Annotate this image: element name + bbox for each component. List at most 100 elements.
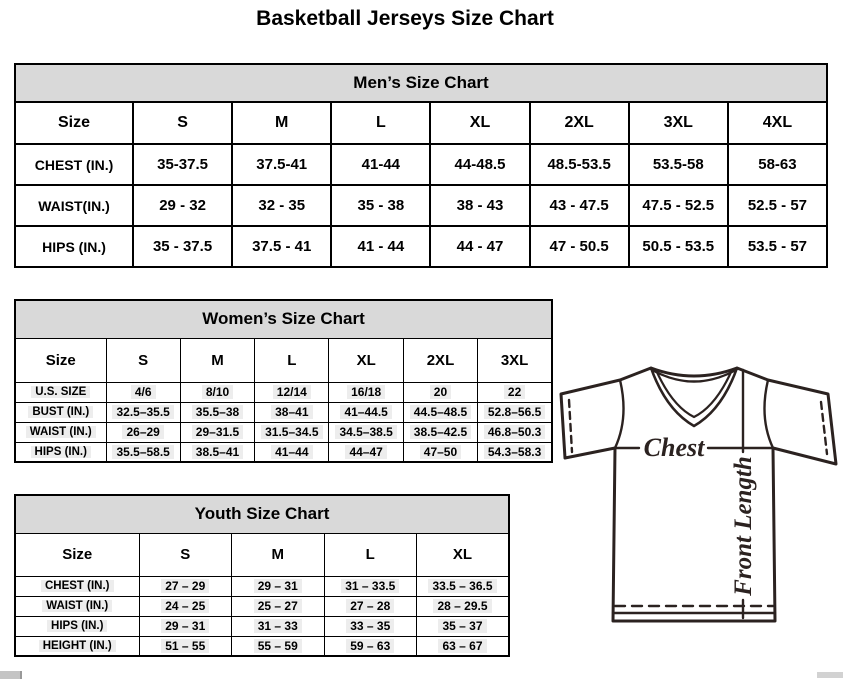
- size-value-cell: 47–50: [402, 441, 479, 463]
- v-neck-inner-line: [654, 368, 734, 419]
- size-value-cell: 33.5 – 36.5: [416, 575, 510, 597]
- size-value-cell: 37.5 - 41: [231, 225, 333, 268]
- jersey-measurement-diagram: Chest Front Length: [559, 366, 838, 623]
- women-column-header-3xl: 3XL: [477, 337, 553, 383]
- size-value-cell: 34.5–38.5: [328, 421, 404, 443]
- size-value-cell: 24 – 25: [138, 595, 232, 617]
- size-value-cell: 38–41: [254, 401, 330, 423]
- men-column-header-2xl: 2XL: [528, 101, 630, 145]
- youth-size-label: Size: [14, 532, 140, 577]
- youth-column-header-s: S: [138, 532, 232, 577]
- women-table-row: HIPS (IN.) 35.5–58.5 38.5–41 41–44 44–47 47–5…: [14, 441, 553, 463]
- size-value-cell: 37.5-41: [231, 143, 333, 186]
- chest-label: Chest: [644, 433, 705, 462]
- youth-table-row: WAIST (IN.) 24 – 25 25 – 27 27 – 28 28 – 29.…: [14, 595, 510, 617]
- youth-table-row: HIPS (IN.) 29 – 31 31 – 33 33 – 35 35 – 37: [14, 615, 510, 637]
- row-label: HEIGHT (IN.): [14, 635, 140, 657]
- women-table-row: U.S. SIZE 4/6 8/10 12/14 16/18 20 22: [14, 381, 553, 403]
- size-value-cell: 52.8–56.5: [477, 401, 553, 423]
- size-value-cell: 59 – 63: [323, 635, 417, 657]
- size-value-cell: 27 – 28: [323, 595, 417, 617]
- row-label: BUST (IN.): [14, 401, 107, 423]
- size-value-cell: 58-63: [726, 143, 829, 186]
- row-label: HIPS (IN.): [14, 615, 140, 637]
- row-label: WAIST (IN.): [14, 595, 140, 617]
- size-value-cell: 52.5 - 57: [726, 184, 829, 227]
- size-value-cell: 31 – 33: [231, 615, 325, 637]
- size-value-cell: 29 - 32: [131, 184, 234, 227]
- size-value-cell: 46.8–50.3: [477, 421, 553, 443]
- youth-table-row: CHEST (IN.) 27 – 29 29 – 31 31 – 33.5 33.5 –…: [14, 575, 510, 597]
- size-value-cell: 32.5–35.5: [105, 401, 181, 423]
- v-neck-outer-line: [649, 366, 739, 428]
- size-value-cell: 4/6: [105, 381, 181, 403]
- right-armhole-seam: [763, 378, 775, 450]
- women-column-header-xl: XL: [328, 337, 404, 383]
- youth-column-header-l: L: [323, 532, 417, 577]
- women-column-header-2xl: 2XL: [402, 337, 479, 383]
- right-cuff-dashed-line: [819, 400, 829, 456]
- size-value-cell: 47.5 - 52.5: [627, 184, 729, 227]
- women-size-label: Size: [14, 337, 107, 383]
- youth-table-row: HEIGHT (IN.) 51 – 55 55 – 59 59 – 63 63 – 67: [14, 635, 510, 657]
- size-value-cell: 35 - 38: [330, 184, 432, 227]
- size-value-cell: 63 – 67: [416, 635, 510, 657]
- size-value-cell: 43 - 47.5: [528, 184, 630, 227]
- men-table-row: CHEST (IN.) 35-37.5 37.5-41 41-44 44-48.5 48.…: [14, 143, 829, 186]
- men-column-header-4xl: 4XL: [726, 101, 829, 145]
- size-value-cell: 41–44: [254, 441, 330, 463]
- row-label: HIPS (IN.): [14, 225, 134, 268]
- size-value-cell: 35.5–38: [179, 401, 256, 423]
- page-title: Basketball Jerseys Size Chart: [256, 7, 554, 30]
- men-column-header-m: M: [231, 101, 333, 145]
- youth-column-header-xl: XL: [416, 532, 510, 577]
- size-value-cell: 31.5–34.5: [254, 421, 330, 443]
- size-value-cell: 41–44.5: [328, 401, 404, 423]
- men-column-header-l: L: [330, 101, 432, 145]
- front-length-label: Front Length: [730, 456, 757, 597]
- size-value-cell: 50.5 - 53.5: [627, 225, 729, 268]
- womens-size-table: Women’s Size Chart Size S M L XL 2XL 3XL U.S. SI…: [14, 299, 553, 463]
- women-size-chart: Women’s Size Chart Size S M L XL 2XL 3XL U.S. SI…: [14, 299, 553, 463]
- women-column-header-l: L: [254, 337, 330, 383]
- jersey-outline: [559, 366, 838, 623]
- size-value-cell: 51 – 55: [138, 635, 232, 657]
- size-value-cell: 38.5–42.5: [402, 421, 479, 443]
- row-label: WAIST (IN.): [14, 421, 107, 443]
- size-value-cell: 44.5–48.5: [402, 401, 479, 423]
- horizontal-scrollbar-fragment-right[interactable]: [817, 672, 843, 678]
- size-value-cell: 32 - 35: [231, 184, 333, 227]
- size-value-cell: 53.5 - 57: [726, 225, 829, 268]
- youth-size-table: Youth Size Chart Size S M L XL CHEST (IN.) 27 –…: [14, 494, 510, 657]
- size-value-cell: 33 – 35: [323, 615, 417, 637]
- men-table-row: HIPS (IN.) 35 - 37.5 37.5 - 41 41 - 44 44 - …: [14, 225, 829, 268]
- size-value-cell: 48.5-53.5: [528, 143, 630, 186]
- size-value-cell: 44–47: [328, 441, 404, 463]
- women-column-header-s: S: [105, 337, 181, 383]
- women-column-header-m: M: [179, 337, 256, 383]
- men-table-row: WAIST(IN.) 29 - 32 32 - 35 35 - 38 38 - 43 43…: [14, 184, 829, 227]
- size-value-cell: 20: [402, 381, 479, 403]
- men-size-label: Size: [14, 101, 134, 145]
- size-value-cell: 22: [477, 381, 553, 403]
- collar-ribbing-line: [652, 369, 736, 383]
- size-value-cell: 55 – 59: [231, 635, 325, 657]
- size-value-cell: 44 - 47: [429, 225, 531, 268]
- women-chart-title: Women’s Size Chart: [14, 299, 553, 339]
- size-value-cell: 35.5–58.5: [105, 441, 181, 463]
- mens-size-table: Men’s Size Chart Size S M L XL 2XL 3XL 4XL CHEST …: [14, 63, 829, 268]
- size-value-cell: 54.3–58.3: [477, 441, 553, 463]
- size-value-cell: 27 – 29: [138, 575, 232, 597]
- youth-column-header-m: M: [231, 532, 325, 577]
- size-value-cell: 41-44: [330, 143, 432, 186]
- size-value-cell: 53.5-58: [627, 143, 729, 186]
- women-table-row: WAIST (IN.) 26–29 29–31.5 31.5–34.5 34.5–38.…: [14, 421, 553, 443]
- row-label: HIPS (IN.): [14, 441, 107, 463]
- horizontal-scrollbar-fragment-left[interactable]: [0, 671, 22, 679]
- size-value-cell: 35-37.5: [131, 143, 234, 186]
- left-armhole-seam: [613, 378, 625, 450]
- row-label: WAIST(IN.): [14, 184, 134, 227]
- women-table-row: BUST (IN.) 32.5–35.5 35.5–38 38–41 41–44.5 44…: [14, 401, 553, 423]
- size-value-cell: 16/18: [328, 381, 404, 403]
